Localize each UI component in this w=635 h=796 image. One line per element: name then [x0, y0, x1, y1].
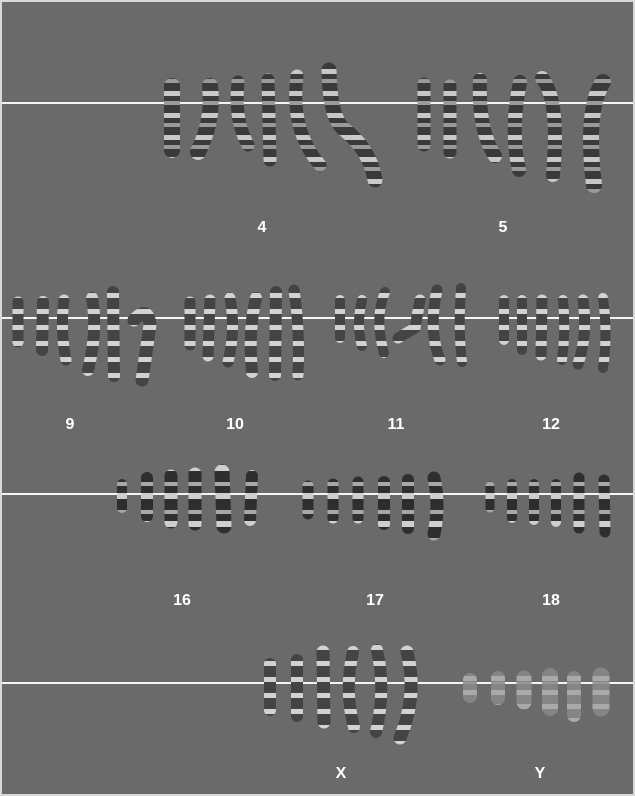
label-chromosome-5: 5 [498, 219, 508, 236]
label-chromosome-x: X [335, 765, 347, 782]
chromosome-17-group [302, 471, 444, 541]
centromere-line-row-2 [2, 317, 633, 319]
label-chromosome-16: 16 [173, 592, 191, 609]
chromosome-16-group [117, 464, 258, 534]
chromosome-18-group [485, 472, 611, 538]
label-chromosome-9: 9 [65, 416, 75, 433]
label-chromosome-10: 10 [226, 416, 244, 433]
label-chromosome-y: Y [534, 765, 546, 782]
label-chromosome-18: 18 [542, 592, 560, 609]
chromosome-12-group [499, 293, 611, 373]
centromere-line-row-3 [2, 493, 633, 495]
chromosome-10-group [184, 284, 304, 381]
chromosome-x-group [264, 644, 418, 745]
chromosome-4-group [164, 62, 383, 188]
chromosome-9-group [12, 286, 157, 387]
label-chromosome-12: 12 [542, 416, 560, 433]
chromosome-y-group [463, 667, 610, 722]
label-chromosome-17: 17 [366, 592, 384, 609]
centromere-line-row-1 [2, 102, 633, 104]
chromosome-5-group [417, 71, 611, 193]
chromosome-11-group [335, 283, 467, 367]
label-chromosome-4: 4 [257, 219, 267, 236]
label-chromosome-11: 11 [387, 416, 405, 433]
